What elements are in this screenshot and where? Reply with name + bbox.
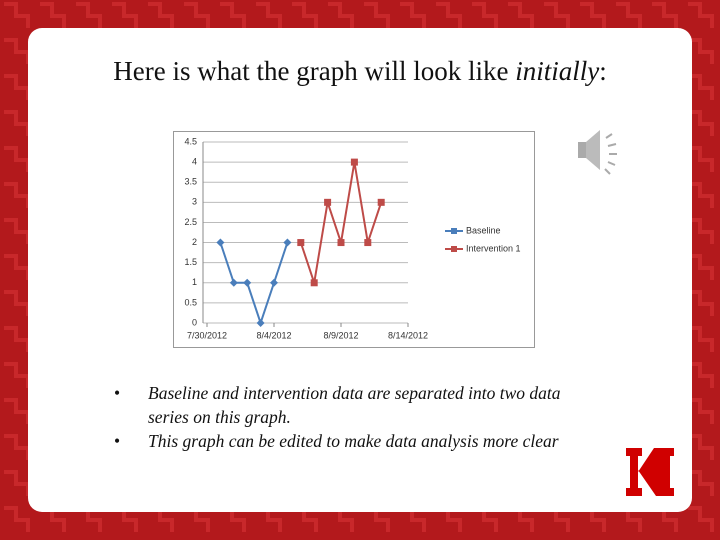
- point: [377, 198, 385, 206]
- point: [229, 278, 238, 287]
- slide-title: Here is what the graph will look like in…: [113, 56, 607, 86]
- legend-label: Intervention 1: [466, 243, 521, 253]
- n-logo: [626, 448, 674, 496]
- y-tick-label: 2: [192, 237, 197, 247]
- x-tick-label: 8/4/2012: [256, 330, 291, 340]
- legend-marker: [451, 228, 457, 234]
- point: [297, 239, 305, 247]
- y-tick-label: 4.5: [184, 136, 197, 146]
- point: [350, 158, 358, 166]
- y-tick-label: 2.5: [184, 217, 197, 227]
- x-tick-label: 7/30/2012: [187, 330, 227, 340]
- point: [216, 238, 225, 247]
- legend-label: Baseline: [466, 225, 501, 235]
- bullet: This graph can be edited to make data an…: [112, 429, 582, 453]
- speaker-icon: [578, 130, 617, 175]
- x-tick-label: 8/14/2012: [388, 330, 428, 340]
- y-tick-label: 4: [192, 156, 197, 166]
- point: [270, 278, 278, 287]
- point: [310, 279, 318, 287]
- point: [283, 238, 292, 247]
- y-tick-label: 0.5: [184, 297, 197, 307]
- point: [243, 278, 252, 287]
- x-tick-label: 8/9/2012: [323, 330, 358, 340]
- bullet-list: Baseline and intervention data are separ…: [112, 381, 582, 453]
- point: [324, 198, 332, 206]
- point: [364, 239, 372, 247]
- y-tick-label: 3: [192, 197, 197, 207]
- y-tick-label: 3.5: [184, 177, 197, 187]
- legend-marker: [451, 246, 457, 252]
- point: [337, 239, 345, 247]
- series-line: [219, 242, 289, 327]
- bullet: Baseline and intervention data are separ…: [112, 381, 582, 429]
- y-tick-label: 1.5: [184, 257, 197, 267]
- point: [256, 319, 265, 327]
- y-tick-label: 1: [192, 277, 197, 287]
- y-tick-label: 0: [192, 317, 197, 327]
